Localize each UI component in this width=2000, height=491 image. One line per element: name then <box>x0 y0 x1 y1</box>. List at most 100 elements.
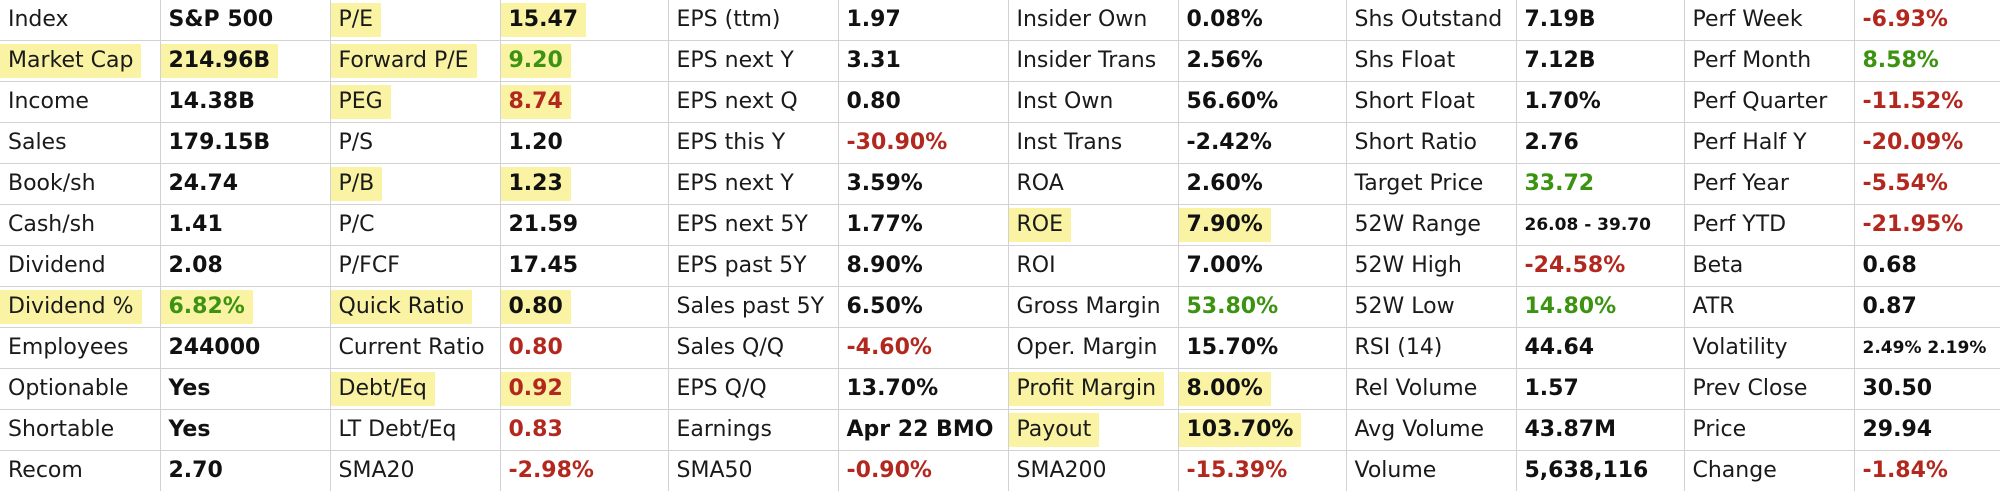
label-cell: Perf Year <box>1684 164 1854 205</box>
label-p-b[interactable]: P/B <box>330 167 382 201</box>
label-volume[interactable]: Volume <box>1346 454 1444 488</box>
value-cell: 29.94 <box>1854 410 2000 451</box>
label-52w-high[interactable]: 52W High <box>1346 249 1470 283</box>
label-dividend[interactable]: Dividend <box>0 249 114 283</box>
value-cell: -1.84% <box>1854 451 2000 491</box>
label-short-float[interactable]: Short Float <box>1346 85 1483 119</box>
label-perf-ytd[interactable]: Perf YTD <box>1684 208 1794 242</box>
label-forward-p-e[interactable]: Forward P/E <box>330 44 477 78</box>
label-oper-margin[interactable]: Oper. Margin <box>1008 331 1165 365</box>
label-inst-own[interactable]: Inst Own <box>1008 85 1121 119</box>
value-cell: 33.72 <box>1516 164 1684 205</box>
label-optionable[interactable]: Optionable <box>0 372 137 406</box>
label-avg-volume[interactable]: Avg Volume <box>1346 413 1492 447</box>
value-atr: 0.87 <box>1854 290 1925 324</box>
value-lt-debt-eq: 0.83 <box>500 413 571 447</box>
label-cell: Perf YTD <box>1684 205 1854 246</box>
label-inst-trans[interactable]: Inst Trans <box>1008 126 1130 160</box>
label-cell: Debt/Eq <box>330 369 500 410</box>
value-cell: Apr 22 BMO <box>838 410 1008 451</box>
label-eps-this-y[interactable]: EPS this Y <box>668 126 793 160</box>
label-cell: EPS next Y <box>668 41 838 82</box>
label-perf-year[interactable]: Perf Year <box>1684 167 1797 201</box>
label-change[interactable]: Change <box>1684 454 1785 488</box>
label-peg[interactable]: PEG <box>330 85 391 119</box>
label-sales-past-5y[interactable]: Sales past 5Y <box>668 290 832 324</box>
label-atr[interactable]: ATR <box>1684 290 1743 324</box>
label-earnings[interactable]: Earnings <box>668 413 780 447</box>
label-rel-volume[interactable]: Rel Volume <box>1346 372 1485 406</box>
label-cell: Beta <box>1684 246 1854 287</box>
value-cell: -15.39% <box>1178 451 1346 491</box>
label-volatility[interactable]: Volatility <box>1684 331 1796 365</box>
value-shortable: Yes <box>160 413 218 447</box>
value-cell: 2.76 <box>1516 123 1684 164</box>
label-short-ratio[interactable]: Short Ratio <box>1346 126 1485 160</box>
label-eps-next-y[interactable]: EPS next Y <box>668 167 802 201</box>
label-sma20[interactable]: SMA20 <box>330 454 423 488</box>
label-employees[interactable]: Employees <box>0 331 136 365</box>
value-cell: 9.20 <box>500 41 668 82</box>
label-shortable[interactable]: Shortable <box>0 413 122 447</box>
label-eps-past-5y[interactable]: EPS past 5Y <box>668 249 815 283</box>
label-book-sh[interactable]: Book/sh <box>0 167 104 201</box>
label-debt-eq[interactable]: Debt/Eq <box>330 372 435 406</box>
label-shs-float[interactable]: Shs Float <box>1346 44 1463 78</box>
label-perf-half-y[interactable]: Perf Half Y <box>1684 126 1815 160</box>
label-payout[interactable]: Payout <box>1008 413 1099 447</box>
label-prev-close[interactable]: Prev Close <box>1684 372 1815 406</box>
label-dividend[interactable]: Dividend % <box>0 290 142 324</box>
label-eps-q-q[interactable]: EPS Q/Q <box>668 372 775 406</box>
value-target-price: 33.72 <box>1516 167 1602 201</box>
label-beta[interactable]: Beta <box>1684 249 1751 283</box>
label-index[interactable]: Index <box>0 3 77 37</box>
label-lt-debt-eq[interactable]: LT Debt/Eq <box>330 413 465 447</box>
label-target-price[interactable]: Target Price <box>1346 167 1491 201</box>
label-rsi-14[interactable]: RSI (14) <box>1346 331 1450 365</box>
label-p-e[interactable]: P/E <box>330 3 381 37</box>
label-cash-sh[interactable]: Cash/sh <box>0 208 103 242</box>
label-quick-ratio[interactable]: Quick Ratio <box>330 290 472 324</box>
label-income[interactable]: Income <box>0 85 97 119</box>
label-perf-month[interactable]: Perf Month <box>1684 44 1819 78</box>
label-market-cap[interactable]: Market Cap <box>0 44 141 78</box>
label-profit-margin[interactable]: Profit Margin <box>1008 372 1164 406</box>
value-cell: 14.38B <box>160 82 330 123</box>
label-sma200[interactable]: SMA200 <box>1008 454 1115 488</box>
label-roa[interactable]: ROA <box>1008 167 1072 201</box>
label-p-c[interactable]: P/C <box>330 208 383 242</box>
label-shs-outstand[interactable]: Shs Outstand <box>1346 3 1510 37</box>
label-p-s[interactable]: P/S <box>330 126 381 160</box>
label-cell: EPS next 5Y <box>668 205 838 246</box>
label-current-ratio[interactable]: Current Ratio <box>330 331 493 365</box>
value-dividend: 6.82% <box>160 290 253 324</box>
label-eps-next-q[interactable]: EPS next Q <box>668 85 806 119</box>
value-cell: 53.80% <box>1178 287 1346 328</box>
label-perf-week[interactable]: Perf Week <box>1684 3 1811 37</box>
label-insider-own[interactable]: Insider Own <box>1008 3 1155 37</box>
label-p-fcf[interactable]: P/FCF <box>330 249 408 283</box>
label-sales-q-q[interactable]: Sales Q/Q <box>668 331 792 365</box>
label-eps-ttm[interactable]: EPS (ttm) <box>668 3 788 37</box>
value-p-e: 15.47 <box>500 3 586 37</box>
label-perf-quarter[interactable]: Perf Quarter <box>1684 85 1835 119</box>
label-eps-next-y[interactable]: EPS next Y <box>668 44 802 78</box>
label-gross-margin[interactable]: Gross Margin <box>1008 290 1169 324</box>
label-cell: Prev Close <box>1684 369 1854 410</box>
label-recom[interactable]: Recom <box>0 454 91 488</box>
label-cell: Change <box>1684 451 1854 491</box>
label-52w-low[interactable]: 52W Low <box>1346 290 1463 324</box>
label-52w-range[interactable]: 52W Range <box>1346 208 1489 242</box>
value-cell: 43.87M <box>1516 410 1684 451</box>
label-roi[interactable]: ROI <box>1008 249 1064 283</box>
value-sales: 179.15B <box>160 126 278 160</box>
value-cell: 14.80% <box>1516 287 1684 328</box>
label-price[interactable]: Price <box>1684 413 1754 447</box>
label-roe[interactable]: ROE <box>1008 208 1071 242</box>
value-eps-next-5y: 1.77% <box>838 208 931 242</box>
label-eps-next-5y[interactable]: EPS next 5Y <box>668 208 816 242</box>
label-sales[interactable]: Sales <box>0 126 75 160</box>
label-insider-trans[interactable]: Insider Trans <box>1008 44 1164 78</box>
label-sma50[interactable]: SMA50 <box>668 454 761 488</box>
